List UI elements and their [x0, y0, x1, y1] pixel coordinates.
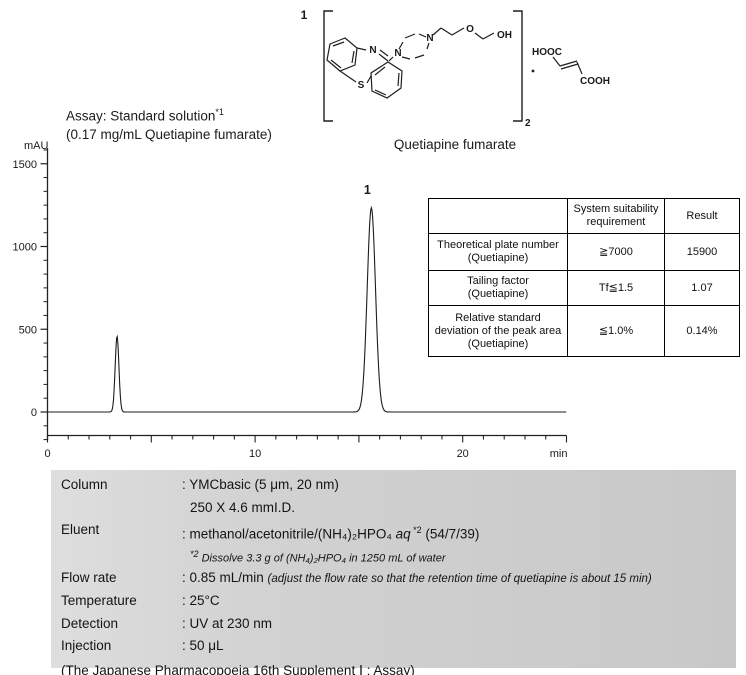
y-tick-label: 0 — [31, 407, 37, 419]
right-bracket — [513, 10, 523, 122]
condition-value: : 0.85 mL/min (adjust the flow rate so t… — [182, 569, 652, 585]
structure-caption: Quetiapine fumarate — [393, 137, 517, 152]
row-parameter: Relative standard deviation of the peak … — [428, 305, 568, 357]
piperazine-n1-label: N — [394, 48, 401, 59]
assay-annotation: Assay: Standard solution*1 (0.17 mg/mL Q… — [66, 103, 272, 144]
condition-value: : 25°C — [182, 593, 220, 609]
method-conditions-panel: Column : YMCbasic (5 μm, 20 nm) 250 X 4.… — [51, 470, 736, 675]
x-axis-unit-label: min — [550, 448, 568, 460]
condition-flow-rate: Flow rate : 0.85 mL/min (adjust the flow… — [61, 567, 736, 591]
left-bracket — [323, 10, 333, 122]
peak-label: 1 — [364, 183, 371, 197]
table-row: Tailing factor (Quetiapine) Tf≦1.5 1.07 — [428, 270, 740, 306]
y-axis-unit-label: mAU — [24, 140, 49, 152]
condition-temperature: Temperature : 25°C — [61, 590, 736, 613]
eluent-footnote: *2 Dissolve 3.3 g of (NH₄)₂HPO₄ in 1250 … — [190, 549, 446, 565]
y-tick-label: 1500 — [13, 159, 37, 171]
structure-atom-labels: 1 N S N N O OH 2 HOOC COOH — [301, 8, 610, 129]
aq-italic: aq — [395, 526, 411, 542]
condition-column: Column : YMCbasic (5 μm, 20 nm) — [61, 474, 736, 497]
piperazine-n2-label: N — [426, 33, 433, 44]
condition-detection: Detection : UV at 230 nm — [61, 613, 736, 636]
header-empty — [428, 198, 568, 234]
structure-bonds — [323, 10, 583, 122]
row-requirement: ≧7000 — [567, 233, 665, 271]
condition-label: Injection — [61, 638, 112, 654]
ether-o-label: O — [466, 24, 474, 35]
header-requirement: System suitability requirement — [567, 198, 665, 234]
oh-label: OH — [497, 30, 512, 41]
condition-eluent: Eluent : methanol/acetonitrile/(NH₄)₂HPO… — [61, 519, 736, 546]
header-result: Result — [664, 198, 740, 234]
quetiapine-structure-drawing: 1 N S N N O OH 2 HOOC COOH — [301, 8, 610, 129]
salt-dot — [531, 69, 535, 73]
chromatogram: 0 500 1000 1500 mAU 0 10 20 min 1 — [13, 140, 568, 460]
condition-value: : YMCbasic (5 μm, 20 nm) — [182, 477, 339, 492]
table-row: Theoretical plate number (Quetiapine) ≧7… — [428, 233, 740, 271]
y-tick-label: 1000 — [13, 242, 37, 254]
condition-value: : methanol/acetonitrile/(NH₄)₂HPO₄ aq *2… — [182, 525, 480, 542]
condition-value: : UV at 230 nm — [182, 615, 273, 631]
s-atom-label: S — [358, 80, 365, 91]
structure-peak-number: 1 — [301, 8, 308, 22]
eluent-footnote-marker: *2 — [410, 525, 422, 535]
row-result: 1.07 — [664, 270, 740, 306]
condition-label: Detection — [61, 615, 119, 631]
imine-n-label: N — [369, 45, 376, 56]
x-tick-label: 10 — [249, 448, 261, 460]
cooh-label: COOH — [580, 76, 610, 87]
row-requirement: ≦1.0% — [567, 305, 665, 357]
assay-line1: Assay: Standard solution*1 — [66, 107, 224, 124]
y-tick-label: 500 — [19, 324, 37, 336]
system-suitability-table: System suitability requirement Result Th… — [428, 198, 740, 357]
hooc-label: HOOC — [532, 47, 562, 58]
flow-rate-note: (adjust the flow rate so that the retent… — [267, 572, 652, 585]
x-tick-label: 20 — [457, 448, 469, 460]
chromatogram-trace — [47, 205, 567, 413]
condition-label: Column — [61, 477, 108, 492]
row-parameter: Theoretical plate number (Quetiapine) — [428, 233, 568, 271]
condition-value: : 50 μL — [182, 638, 224, 654]
table-row: Relative standard deviation of the peak … — [428, 305, 740, 357]
condition-label: Eluent — [61, 522, 100, 537]
row-parameter: Tailing factor (Quetiapine) — [428, 270, 568, 306]
condition-label: Flow rate — [61, 569, 117, 585]
benzene-ring-b — [370, 61, 403, 99]
bracket-subscript: 2 — [525, 118, 531, 129]
row-result: 15900 — [664, 233, 740, 271]
assay-line2: (0.17 mg/mL Quetiapine fumarate) — [66, 126, 272, 142]
condition-label: Temperature — [61, 593, 137, 609]
assay-footnote-marker: *1 — [215, 107, 224, 117]
condition-injection: Injection : 50 μL — [61, 635, 736, 658]
pharmacopoeia-source: (The Japanese Pharmacopoeia 16th Supplem… — [61, 662, 415, 675]
condition-column-dimensions: 250 X 4.6 mmI.D. — [190, 499, 296, 515]
x-tick-label: 0 — [44, 448, 50, 460]
row-result: 0.14% — [664, 305, 740, 357]
table-header-row: System suitability requirement Result — [428, 198, 740, 234]
row-requirement: Tf≦1.5 — [567, 270, 665, 306]
